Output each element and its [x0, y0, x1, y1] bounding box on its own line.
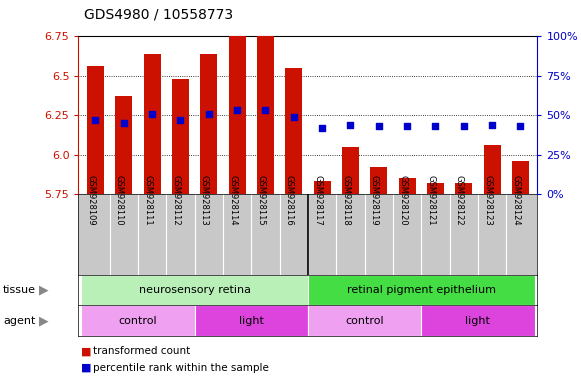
- Bar: [81, 305, 195, 336]
- Text: GSM928110: GSM928110: [115, 175, 124, 226]
- Point: [176, 117, 185, 123]
- Point: [204, 111, 213, 117]
- Point: [431, 123, 440, 129]
- Text: retinal pigment epithelium: retinal pigment epithelium: [347, 285, 496, 295]
- Point: [261, 108, 270, 114]
- Point: [148, 111, 157, 117]
- Bar: [195, 305, 308, 336]
- Text: GSM928120: GSM928120: [398, 175, 407, 226]
- Point: [119, 120, 128, 126]
- Bar: [144, 54, 160, 194]
- Text: GSM928123: GSM928123: [483, 175, 492, 226]
- Text: ■: ■: [81, 363, 92, 373]
- Point: [459, 123, 468, 129]
- Bar: [370, 167, 388, 194]
- Text: agent: agent: [3, 316, 35, 326]
- Bar: [399, 178, 415, 194]
- Text: GSM928116: GSM928116: [285, 175, 294, 226]
- Text: GSM928119: GSM928119: [370, 175, 379, 226]
- Text: GSM928113: GSM928113: [200, 175, 209, 226]
- Point: [346, 122, 355, 128]
- Text: GDS4980 / 10558773: GDS4980 / 10558773: [84, 7, 234, 21]
- Bar: [172, 79, 189, 194]
- Text: ■: ■: [81, 346, 92, 356]
- Text: GSM928124: GSM928124: [511, 175, 521, 226]
- Bar: [456, 183, 472, 194]
- Point: [487, 122, 497, 128]
- Bar: [257, 36, 274, 194]
- Point: [317, 125, 327, 131]
- Text: GSM928118: GSM928118: [342, 175, 350, 226]
- Text: tissue: tissue: [3, 285, 36, 295]
- Bar: [512, 161, 529, 194]
- Text: neurosensory retina: neurosensory retina: [139, 285, 250, 295]
- Bar: [200, 54, 217, 194]
- Bar: [308, 305, 421, 336]
- Bar: [308, 275, 535, 305]
- Bar: [228, 36, 246, 194]
- Bar: [483, 145, 501, 194]
- Text: ▶: ▶: [39, 314, 48, 327]
- Text: GSM928114: GSM928114: [228, 175, 237, 226]
- Bar: [427, 183, 444, 194]
- Bar: [115, 96, 132, 194]
- Bar: [81, 275, 308, 305]
- Text: light: light: [239, 316, 264, 326]
- Text: percentile rank within the sample: percentile rank within the sample: [93, 363, 269, 373]
- Point: [516, 123, 525, 129]
- Point: [374, 123, 383, 129]
- Text: GSM928117: GSM928117: [313, 175, 322, 226]
- Bar: [342, 147, 359, 194]
- Text: ▶: ▶: [39, 283, 48, 296]
- Point: [232, 108, 242, 114]
- Point: [91, 117, 100, 123]
- Text: GSM928122: GSM928122: [455, 175, 464, 226]
- Text: transformed count: transformed count: [93, 346, 190, 356]
- Text: GSM928121: GSM928121: [426, 175, 435, 226]
- Text: light: light: [465, 316, 490, 326]
- Text: control: control: [345, 316, 384, 326]
- Bar: [314, 181, 331, 194]
- Text: GSM928111: GSM928111: [143, 175, 152, 226]
- Text: control: control: [119, 316, 157, 326]
- Bar: [421, 305, 535, 336]
- Point: [289, 114, 299, 120]
- Bar: [285, 68, 302, 194]
- Text: GSM928112: GSM928112: [171, 175, 181, 226]
- Bar: [87, 66, 104, 194]
- Text: GSM928115: GSM928115: [256, 175, 266, 226]
- Point: [403, 123, 412, 129]
- Text: GSM928109: GSM928109: [87, 175, 95, 226]
